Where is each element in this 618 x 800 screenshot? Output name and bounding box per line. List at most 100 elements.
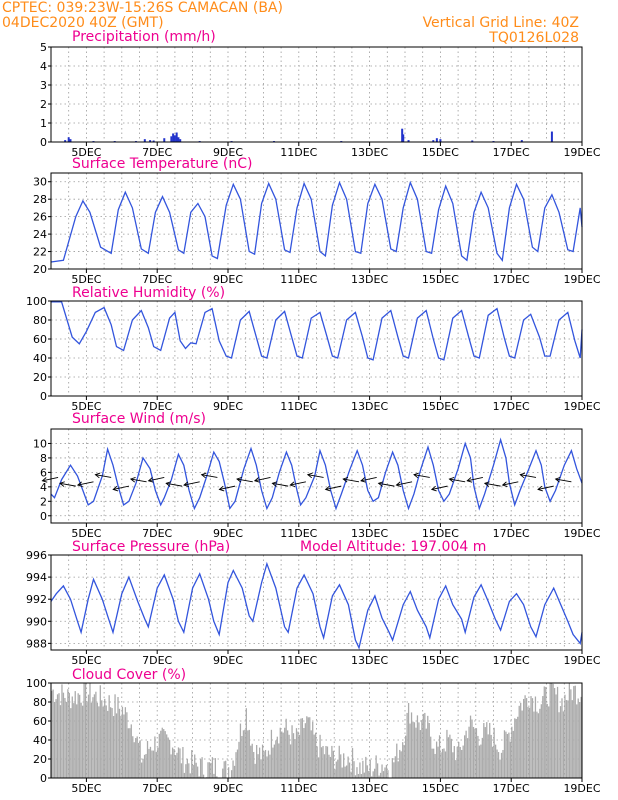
- cloud-cover-bar: [462, 745, 464, 778]
- temperature-y-tick-label: 20: [33, 263, 47, 276]
- cloud-cover-x-tick-label: 15DEC: [422, 782, 459, 795]
- cloud-cover-bar: [565, 700, 568, 778]
- wind-vector-arrow: [254, 477, 271, 482]
- humidity-y-tick-label: 20: [33, 371, 47, 384]
- temperature-y-tick-label: 24: [33, 228, 47, 241]
- pressure-y-tick-label: 990: [26, 615, 47, 628]
- cloud-cover-bar: [110, 707, 112, 778]
- cloud-cover-bar: [329, 756, 332, 778]
- cloud-cover-bar: [440, 752, 442, 778]
- cloud-cover-bar: [195, 762, 197, 778]
- humidity-series-line: [51, 301, 583, 361]
- cloud-cover-bar: [170, 754, 172, 778]
- cloud-cover-bar: [466, 738, 469, 778]
- cloud-cover-bar: [564, 694, 566, 778]
- cloud-cover-bar: [250, 745, 252, 778]
- cloud-cover-bar: [494, 744, 497, 778]
- precipitation-bar: [143, 139, 146, 142]
- cloud-cover-bar: [576, 704, 578, 778]
- cloud-cover-bar: [89, 683, 91, 778]
- cloud-cover-bar: [112, 716, 115, 778]
- cloud-cover-bar: [478, 745, 481, 778]
- precipitation-x-tick-label: 19DEC: [563, 146, 600, 159]
- cloud-cover-bar: [484, 727, 486, 778]
- wind-vector-arrow: [290, 481, 306, 486]
- header-model-id: TQ0126L028: [488, 30, 579, 46]
- precipitation-panel: Precipitation (mm/h) 0 1 2 3 4 5 5DEC 7DEC 9DEC 1…: [40, 29, 601, 159]
- cloud-cover-y-tick-label: 80: [33, 696, 47, 709]
- cloud-cover-bar: [456, 746, 458, 778]
- cloud-cover-bar: [413, 722, 416, 778]
- wind-vector-arrowhead: [554, 476, 561, 483]
- cloud-cover-bar: [465, 730, 467, 778]
- cloud-cover-bar: [381, 764, 383, 778]
- cloud-cover-bar: [197, 766, 199, 778]
- cloud-cover-bar: [469, 715, 472, 778]
- precipitation-bar: [170, 136, 173, 142]
- cloud-cover-bar: [378, 775, 380, 778]
- cloud-cover-bar: [517, 716, 519, 778]
- precipitation-y-tick-label: 5: [40, 41, 47, 54]
- cloud-cover-bar: [104, 698, 106, 778]
- cloud-cover-bar: [435, 741, 438, 778]
- wind-vector-arrowhead: [41, 477, 48, 483]
- cloud-cover-bar: [264, 749, 267, 778]
- precipitation-bar: [439, 139, 442, 142]
- cloud-cover-bar: [272, 747, 274, 778]
- wind-vector-arrowhead: [501, 481, 508, 487]
- cloud-cover-bar: [310, 730, 312, 778]
- cloud-cover-y-tick-label: 0: [40, 772, 47, 785]
- precipitation-y-tick-label: 3: [40, 79, 47, 92]
- precipitation-bar: [471, 140, 474, 142]
- wind-vector-arrowhead: [448, 476, 455, 483]
- wind-x-tick-label: 19DEC: [563, 527, 600, 540]
- cloud-cover-bar: [475, 728, 478, 778]
- precipitation-bar: [520, 140, 523, 142]
- cloud-cover-bar: [317, 757, 320, 778]
- cloud-cover-bar: [294, 739, 296, 778]
- cloud-cover-bar: [559, 706, 562, 778]
- wind-vector-arrow: [343, 478, 360, 483]
- cloud-cover-title: Cloud Cover (%): [72, 667, 186, 683]
- cloud-cover-bar: [284, 727, 286, 778]
- pressure-x-tick-label: 5DEC: [71, 654, 101, 667]
- cloud-cover-bar: [497, 752, 500, 778]
- cloud-cover-bar: [574, 685, 576, 778]
- cloud-cover-bar: [325, 746, 327, 778]
- cloud-cover-bar: [316, 746, 318, 778]
- cloud-cover-bar: [472, 726, 475, 778]
- cloud-cover-bar: [477, 735, 479, 778]
- cloud-cover-bar: [273, 744, 275, 778]
- cloud-cover-bar: [343, 753, 345, 778]
- cloud-cover-bar: [431, 748, 433, 778]
- wind-vector-arrow: [219, 485, 236, 490]
- cloud-cover-bar: [254, 763, 256, 778]
- wind-vector-arrow: [166, 482, 183, 487]
- cloud-cover-bar: [338, 745, 340, 778]
- cloud-cover-bar: [303, 727, 305, 778]
- cloud-cover-bar: [68, 693, 70, 778]
- cloud-cover-bar: [182, 746, 184, 778]
- cloud-cover-bar: [416, 715, 419, 778]
- cloud-cover-bar: [232, 760, 234, 778]
- cloud-cover-bar: [177, 747, 180, 778]
- wind-vector-arrowhead: [430, 485, 437, 492]
- cloud-cover-bar: [527, 706, 529, 778]
- cloud-cover-bar: [562, 711, 565, 778]
- wind-vector-arrowhead: [537, 485, 543, 492]
- cloud-cover-bar: [309, 717, 311, 778]
- cloud-cover-bar: [506, 733, 509, 778]
- precipitation-bar: [550, 131, 553, 142]
- cloud-cover-bar: [87, 694, 90, 778]
- precipitation-bar: [435, 138, 438, 142]
- wind-vector-arrowhead: [218, 485, 225, 492]
- cloud-cover-bar: [93, 694, 96, 778]
- temperature-y-tick-label: 22: [33, 246, 47, 259]
- wind-vector-arrowhead: [236, 476, 242, 483]
- precipitation-x-tick-label: 15DEC: [422, 146, 459, 159]
- cloud-cover-bar: [406, 712, 408, 778]
- wind-vector-arrow: [42, 477, 59, 482]
- cloud-cover-bar: [468, 726, 470, 778]
- cloud-cover-bar: [461, 749, 463, 778]
- cloud-cover-bar: [64, 697, 66, 778]
